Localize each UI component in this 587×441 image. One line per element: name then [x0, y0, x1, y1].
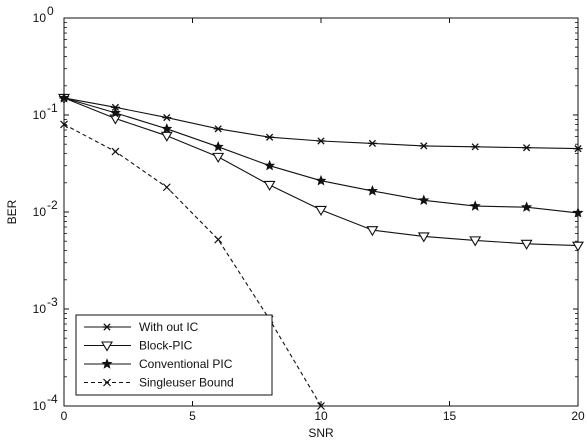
y-tick-label: 10	[33, 108, 47, 122]
y-tick-exponent: -2	[47, 198, 58, 212]
marker-star	[162, 124, 172, 133]
x-axis-label: SNR	[308, 426, 334, 440]
marker-triangle-down	[522, 240, 532, 249]
marker-asterisk	[214, 126, 223, 132]
x-tick-label: 15	[443, 409, 457, 423]
y-tick-exponent: -1	[47, 101, 58, 115]
y-axis-label: BER	[5, 199, 19, 224]
marker-asterisk	[419, 143, 428, 149]
legend-label: Singleuser Bound	[139, 376, 234, 390]
series-with-out-ic	[60, 95, 583, 152]
legend-label: Conventional PIC	[139, 357, 233, 371]
y-tick-label: 10	[33, 302, 47, 316]
marker-star	[316, 176, 326, 185]
x-tick-label: 10	[314, 409, 328, 423]
marker-triangle-down	[573, 242, 583, 251]
marker-asterisk	[368, 140, 377, 146]
y-tick-exponent: 0	[47, 4, 54, 18]
marker-star	[368, 186, 378, 195]
x-tick-label: 20	[571, 409, 585, 423]
marker-x	[215, 236, 222, 243]
legend-label: Block-PIC	[139, 339, 193, 353]
y-tick-label: 10	[33, 399, 47, 413]
marker-triangle-down	[162, 132, 172, 141]
y-tick-label: 10	[33, 11, 47, 25]
marker-asterisk	[162, 114, 171, 120]
marker-x	[112, 148, 119, 155]
x-tick-label: 5	[189, 409, 196, 423]
series-block-pic	[59, 94, 583, 250]
marker-asterisk	[265, 134, 274, 140]
series-line	[64, 98, 578, 213]
legend-label: With out IC	[139, 320, 199, 334]
marker-star	[470, 201, 480, 210]
marker-asterisk	[317, 138, 326, 144]
marker-asterisk	[471, 144, 480, 150]
x-tick-label: 0	[61, 409, 68, 423]
marker-star	[213, 142, 223, 151]
marker-star	[265, 161, 275, 170]
series-line	[64, 98, 578, 246]
marker-star	[522, 202, 532, 211]
marker-triangle-down	[213, 153, 223, 162]
legend: With out IC Block-PIC Conventional PIC Sing…	[76, 315, 272, 395]
marker-x	[163, 184, 170, 191]
marker-asterisk	[522, 145, 531, 151]
marker-triangle-down	[265, 181, 275, 190]
y-tick-exponent: -4	[47, 392, 58, 406]
y-tick-label: 10	[33, 205, 47, 219]
marker-star	[419, 195, 429, 204]
y-tick-exponent: -3	[47, 295, 58, 309]
